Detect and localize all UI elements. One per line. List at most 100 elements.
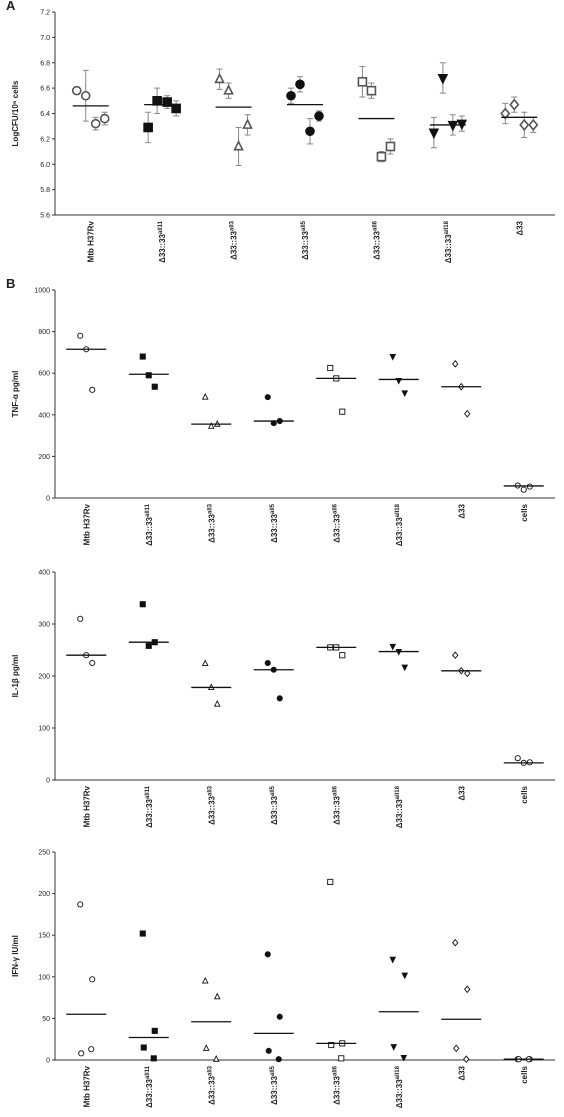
category-text: Δ33::33 bbox=[444, 234, 453, 263]
category-sup: all6 bbox=[372, 220, 378, 231]
data-point bbox=[339, 408, 346, 415]
data-point bbox=[389, 956, 397, 964]
x-tick-label: cells bbox=[520, 785, 529, 803]
x-tick-label: Δ33::33all6 bbox=[372, 220, 381, 260]
x-tick-label: Δ33::33all6 bbox=[332, 1065, 341, 1105]
data-point bbox=[453, 1044, 460, 1053]
category-text: Δ33::33 bbox=[332, 795, 341, 824]
y-axis-label: LogCFU/10⁶ cells bbox=[11, 80, 20, 146]
data-point bbox=[89, 386, 96, 393]
y-tick-label: 400 bbox=[38, 412, 50, 419]
data-point bbox=[214, 72, 225, 84]
category-sup: all5 bbox=[270, 503, 276, 514]
x-tick-label: Δ33::33all11 bbox=[145, 1065, 154, 1108]
data-point bbox=[152, 96, 162, 106]
data-point bbox=[509, 98, 520, 111]
category-text: Δ33::33 bbox=[372, 230, 381, 259]
x-tick-label: Δ33::33all5 bbox=[270, 1065, 279, 1105]
category-text: Δ33::33 bbox=[332, 513, 341, 542]
category-text: cells bbox=[520, 503, 529, 521]
y-tick-label: 800 bbox=[38, 329, 50, 336]
x-tick-label: Mtb H37Rv bbox=[82, 1065, 91, 1107]
data-point bbox=[464, 985, 471, 994]
y-tick-label: 5.6 bbox=[40, 213, 50, 220]
data-point bbox=[286, 90, 296, 101]
data-point bbox=[401, 390, 409, 398]
category-sup: all3 bbox=[207, 503, 213, 514]
data-point bbox=[71, 85, 82, 96]
data-point bbox=[78, 1050, 85, 1057]
category-text: Δ33::33 bbox=[395, 517, 404, 546]
data-point bbox=[338, 1055, 345, 1062]
data-point bbox=[339, 652, 346, 659]
y-tick-label: 300 bbox=[38, 622, 50, 629]
data-point bbox=[77, 901, 84, 908]
category-sup: all5 bbox=[270, 785, 276, 796]
data-point bbox=[233, 139, 244, 151]
data-point bbox=[171, 103, 181, 114]
data-point bbox=[328, 1041, 335, 1049]
data-point bbox=[314, 111, 324, 121]
x-tick-label: Δ33 bbox=[457, 1065, 466, 1080]
data-point bbox=[89, 659, 96, 667]
data-point bbox=[437, 73, 449, 85]
data-point bbox=[295, 79, 305, 90]
x-tick-label: Δ33::33all18 bbox=[395, 785, 404, 828]
y-tick-label: 6.2 bbox=[40, 136, 50, 143]
x-tick-label: Δ33::33all18 bbox=[395, 503, 404, 546]
category-text: Δ33::33 bbox=[395, 799, 404, 828]
data-point bbox=[276, 1013, 283, 1020]
category-sup: all18 bbox=[444, 220, 450, 234]
data-point bbox=[464, 669, 471, 678]
data-point bbox=[447, 120, 459, 132]
y-tick-label: 0 bbox=[46, 1058, 50, 1065]
category-text: Δ33::33 bbox=[207, 795, 216, 824]
category-text: Mtb H37Rv bbox=[82, 785, 91, 827]
y-tick-label: 600 bbox=[38, 371, 50, 378]
data-point bbox=[207, 422, 215, 429]
data-point bbox=[390, 1044, 398, 1051]
data-point bbox=[242, 118, 253, 129]
data-point bbox=[213, 699, 221, 707]
category-text: Δ33::33 bbox=[270, 795, 279, 824]
category-sup: all5 bbox=[301, 220, 307, 231]
category-text: Δ33::33 bbox=[270, 513, 279, 542]
panel-label: B bbox=[6, 276, 15, 291]
x-tick-label: Mtb H37Rv bbox=[82, 503, 91, 545]
x-tick-label: Mtb H37Rv bbox=[82, 785, 91, 827]
y-tick-label: 200 bbox=[38, 674, 50, 681]
category-sup: all11 bbox=[145, 1065, 151, 1079]
category-text: Δ33 bbox=[515, 220, 524, 235]
category-text: Mtb H37Rv bbox=[82, 503, 91, 545]
data-point bbox=[389, 643, 397, 651]
category-text: Δ33 bbox=[457, 785, 466, 800]
category-text: Δ33 bbox=[457, 503, 466, 518]
data-point bbox=[275, 1056, 282, 1063]
data-point bbox=[528, 118, 539, 131]
category-text: Δ33::33 bbox=[145, 516, 154, 545]
data-point bbox=[143, 122, 153, 133]
data-point bbox=[401, 664, 409, 672]
data-point bbox=[520, 486, 527, 493]
category-sup: all5 bbox=[270, 1065, 276, 1076]
category-sup: all18 bbox=[395, 503, 401, 517]
x-tick-label: cells bbox=[520, 1065, 529, 1083]
data-point bbox=[145, 642, 152, 649]
data-point bbox=[88, 1046, 95, 1053]
category-text: Δ33::33 bbox=[332, 1075, 341, 1104]
category-text: Δ33::33 bbox=[395, 1079, 404, 1108]
category-text: cells bbox=[520, 1065, 529, 1083]
data-point bbox=[139, 930, 146, 937]
y-tick-label: 7.2 bbox=[40, 10, 50, 17]
x-tick-label: Δ33::33all11 bbox=[145, 785, 154, 828]
data-point bbox=[428, 128, 440, 140]
category-sup: all3 bbox=[207, 785, 213, 796]
data-point bbox=[213, 992, 221, 1000]
x-tick-label: Δ33::33all11 bbox=[145, 503, 154, 546]
category-text: Δ33::33 bbox=[270, 1075, 279, 1104]
data-point bbox=[201, 976, 209, 984]
data-point bbox=[223, 84, 234, 95]
y-axis-label: IL-1β pg/ml bbox=[11, 655, 20, 698]
category-text: Δ33::33 bbox=[230, 230, 239, 259]
category-sup: all11 bbox=[158, 220, 164, 234]
